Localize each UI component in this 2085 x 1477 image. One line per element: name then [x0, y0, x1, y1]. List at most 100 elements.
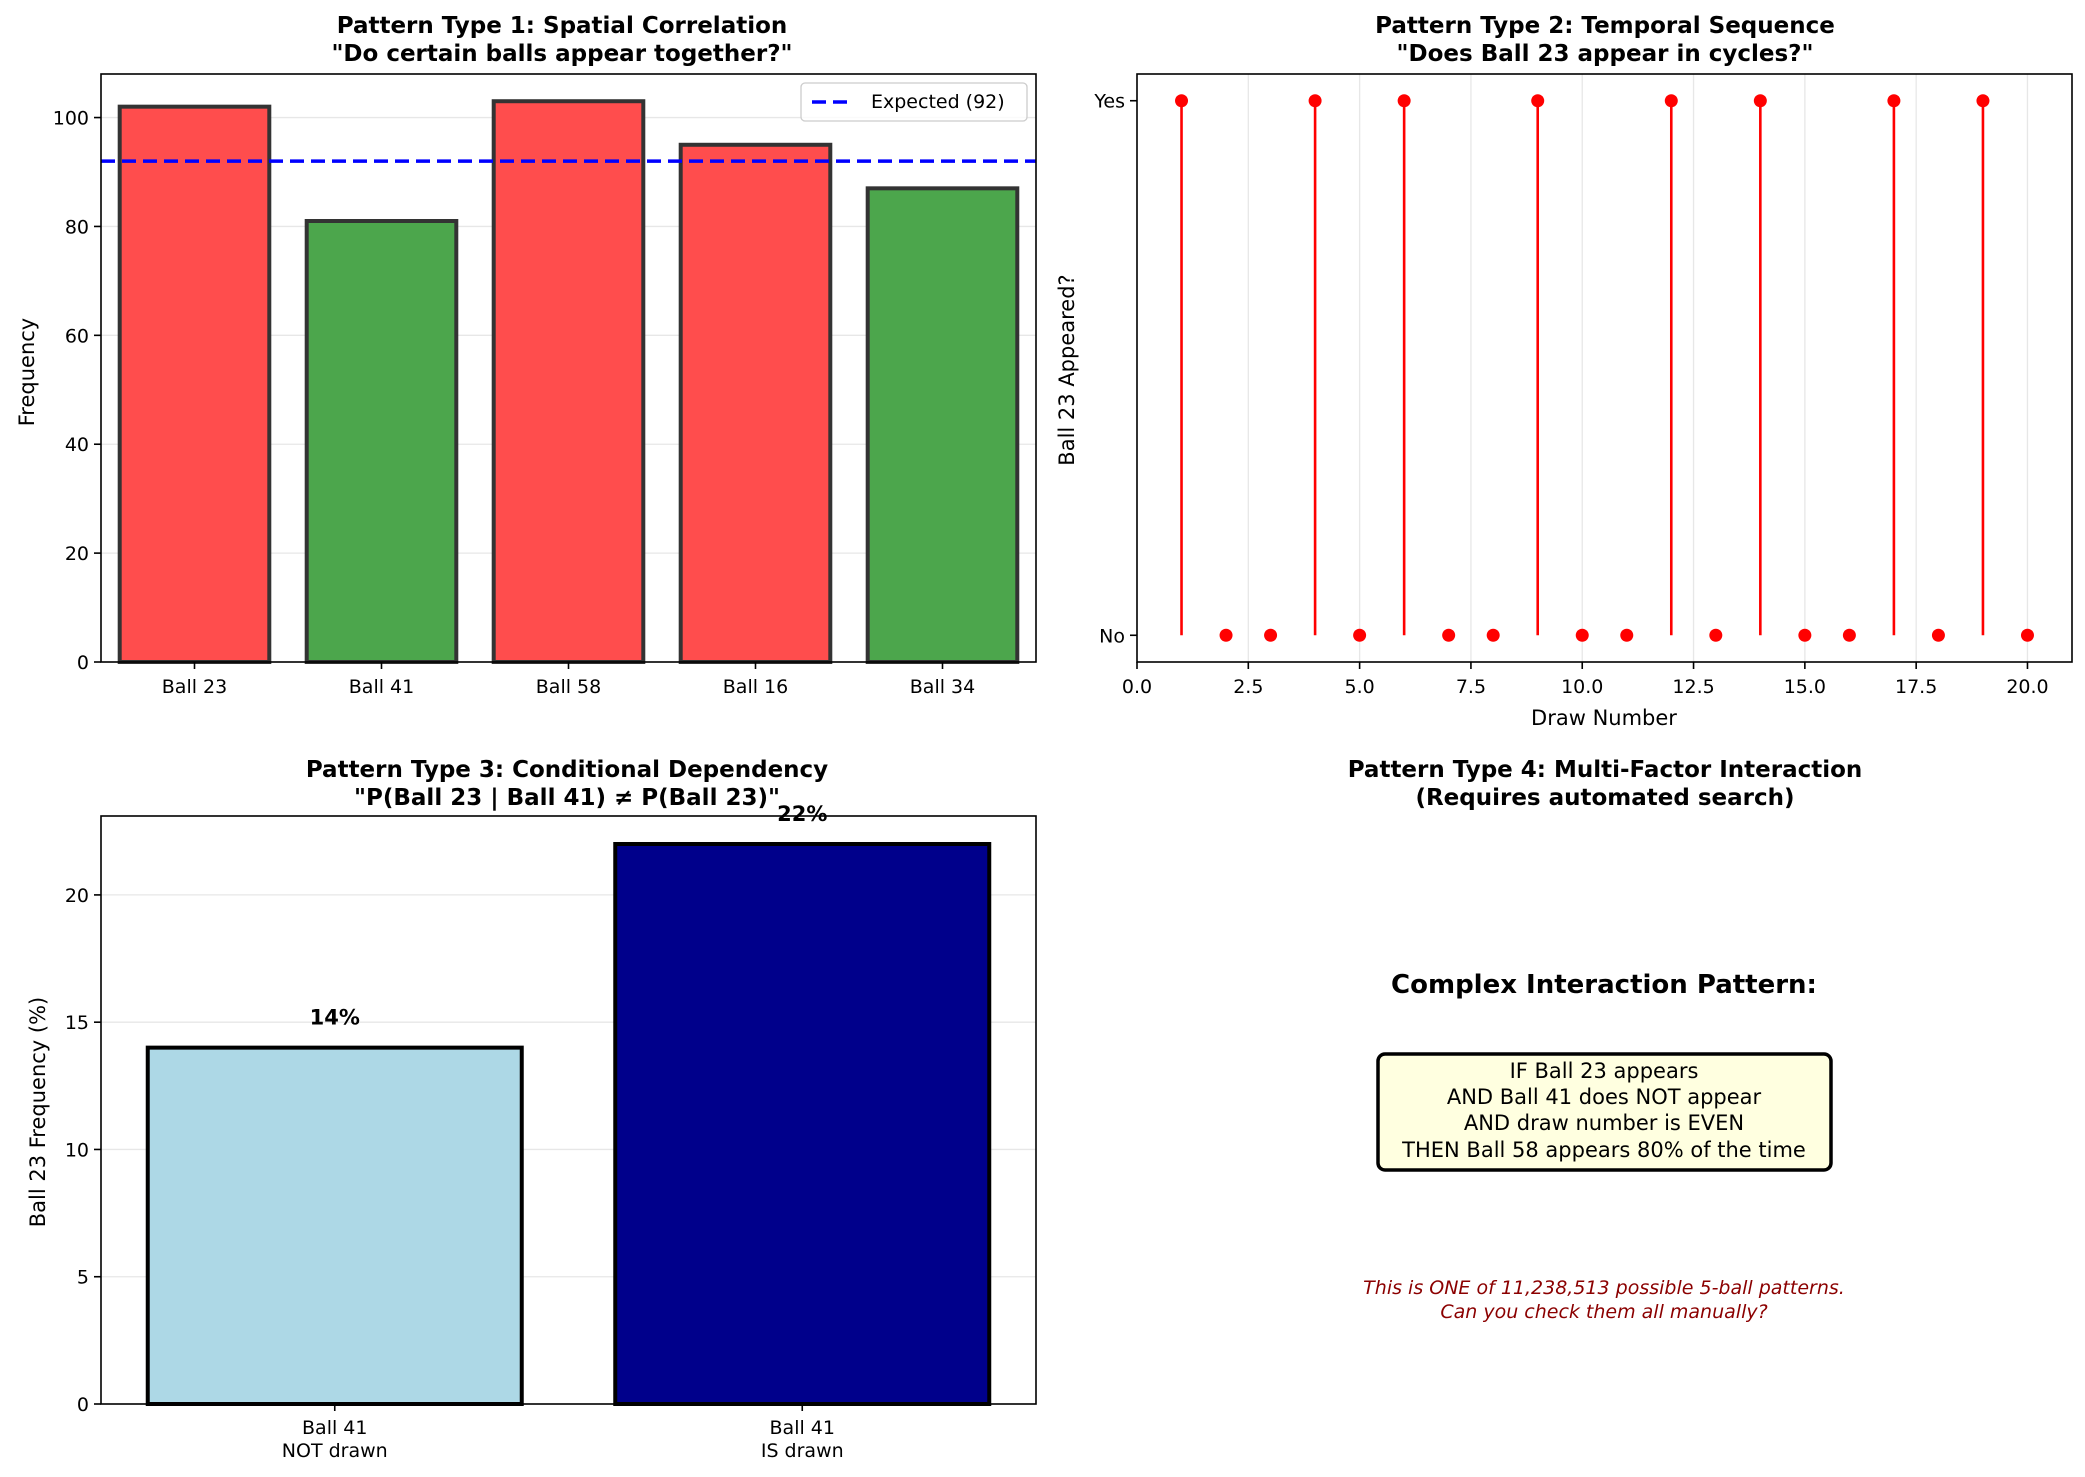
stem-marker — [1397, 94, 1411, 108]
panel3-subtitle: "P(Ball 23 | Ball 41) ≠ P(Ball 23)" — [354, 785, 780, 811]
panel3-ytick-label: 15 — [65, 1012, 89, 1034]
stem-marker — [1486, 628, 1500, 642]
stem-marker — [1931, 628, 1945, 642]
panel3-ytick-label: 10 — [65, 1139, 89, 1161]
panel3-bars — [145, 842, 992, 1406]
panel1-ytick-label: 0 — [77, 652, 89, 674]
panel1-ytick-label: 60 — [65, 325, 89, 347]
panel1-ytick-label: 40 — [65, 434, 89, 456]
panel1-xtick-label: Ball 23 — [162, 676, 227, 698]
panel3-axes-frame — [100, 815, 1037, 1405]
panel4-subtitle: (Requires automated search) — [1415, 785, 1794, 811]
panel2-axes-frame — [1136, 73, 2073, 663]
panel2-xtick-label: 17.5 — [1895, 676, 1937, 698]
legend-label: Expected (92) — [871, 91, 1005, 113]
panel2-x-ticks: 0.0 2.5 5.0 7.5 10.0 12.5 15.0 17.5 20.0 — [1122, 662, 2049, 698]
panel3-xtick-label: Ball 41 — [302, 1417, 367, 1439]
panel2-ylabel: Ball 23 Appeared? — [1055, 274, 1079, 465]
panel1-ytick-label: 100 — [53, 108, 89, 130]
panel3-y-ticks: 0 5 10 15 20 — [65, 885, 101, 1416]
stem-marker — [1664, 94, 1678, 108]
panel2-y-ticks: No Yes — [1093, 91, 1137, 647]
panel-conditional-dependency: Pattern Type 3: Conditional Dependency "… — [26, 757, 1037, 1462]
panel1-xtick-label: Ball 41 — [349, 676, 414, 698]
stem-marker — [1842, 628, 1856, 642]
panel2-xtick-label: 15.0 — [1784, 676, 1826, 698]
panel2-ytick-label: No — [1099, 625, 1125, 647]
bar-ball-16 — [678, 142, 833, 664]
stem-marker — [1219, 628, 1233, 642]
rule-line-2: AND Ball 41 does NOT appear — [1447, 1085, 1762, 1109]
panel-multi-factor-interaction: Pattern Type 4: Multi-Factor Interaction… — [1348, 757, 1863, 1323]
panel1-xtick-label: Ball 16 — [723, 676, 788, 698]
rule-line-3: AND draw number is EVEN — [1464, 1111, 1744, 1135]
panel3-ytick-label: 5 — [77, 1267, 89, 1289]
panel1-y-ticks: 0 20 40 60 80 100 — [53, 108, 101, 674]
panel2-xtick-label: 10.0 — [1561, 676, 1603, 698]
stem-marker — [2020, 628, 2034, 642]
panel2-xtick-label: 20.0 — [2006, 676, 2048, 698]
panel3-data-labels: 14% 22% — [310, 802, 828, 1030]
panel-temporal-sequence: Pattern Type 2: Temporal Sequence "Does … — [1055, 13, 2073, 730]
panel1-ytick-label: 80 — [65, 216, 89, 238]
note-line-2: Can you check them all manually? — [1440, 1301, 1767, 1323]
rule-line-1: IF Ball 23 appears — [1510, 1059, 1699, 1083]
bar-ball-34 — [865, 186, 1020, 664]
bar-ball-41-not-drawn — [145, 1045, 524, 1406]
stem-marker — [1308, 94, 1322, 108]
panel1-bars — [117, 99, 1020, 664]
panel3-ytick-label: 0 — [77, 1394, 89, 1416]
panel2-xlabel: Draw Number — [1531, 706, 1677, 730]
panel2-stems — [1175, 94, 2034, 642]
legend-frame — [800, 82, 1028, 122]
panel3-xtick-label: IS drawn — [761, 1440, 844, 1462]
panel4-title: Pattern Type 4: Multi-Factor Interaction — [1348, 757, 1863, 783]
panel3-xtick-label: NOT drawn — [282, 1440, 388, 1462]
panel2-title: Pattern Type 2: Temporal Sequence — [1375, 13, 1835, 39]
stem-marker — [1575, 628, 1589, 642]
panel-spatial-correlation: Pattern Type 1: Spatial Correlation "Do … — [15, 13, 1037, 698]
interaction-heading: Complex Interaction Pattern: — [1391, 970, 1817, 1000]
panel1-x-ticks: Ball 23 Ball 41 Ball 58 Ball 16 Ball 34 — [162, 662, 975, 698]
panel2-ytick-label: Yes — [1093, 91, 1125, 113]
bar-ball-41 — [304, 219, 459, 664]
stem-marker — [1976, 94, 1990, 108]
stem-marker — [1753, 94, 1767, 108]
panel2-xtick-label: 5.0 — [1345, 676, 1375, 698]
panel3-ytick-label: 20 — [65, 885, 89, 907]
stem-marker — [1264, 628, 1278, 642]
panel1-xtick-label: Ball 34 — [910, 676, 975, 698]
bar-ball-41-is-drawn — [613, 842, 992, 1406]
stem-marker — [1531, 94, 1545, 108]
interaction-rule-box — [1376, 1052, 1833, 1172]
stem-marker — [1175, 94, 1189, 108]
stem-marker — [1620, 628, 1634, 642]
panel1-ylabel: Frequency — [15, 318, 39, 427]
data-label: 22% — [777, 802, 827, 826]
panel2-xtick-label: 7.5 — [1456, 676, 1486, 698]
panel3-title: Pattern Type 3: Conditional Dependency — [306, 757, 828, 783]
data-label: 14% — [310, 1006, 360, 1030]
panel2-xtick-label: 2.5 — [1233, 676, 1263, 698]
panel1-legend: Expected (92) — [800, 82, 1028, 122]
panel2-subtitle: "Does Ball 23 appear in cycles?" — [1397, 41, 1814, 67]
note-line-1: This is ONE of 11,238,513 possible 5-bal… — [1363, 1277, 1845, 1299]
rule-line-4: THEN Ball 58 appears 80% of the time — [1401, 1138, 1806, 1162]
panel1-ytick-label: 20 — [65, 543, 89, 565]
stem-marker — [1709, 628, 1723, 642]
panel2-xtick-label: 0.0 — [1122, 676, 1152, 698]
stem-marker — [1442, 628, 1456, 642]
panel3-xtick-label: Ball 41 — [770, 1417, 835, 1439]
panel1-subtitle: "Do certain balls appear together?" — [331, 41, 792, 67]
bar-ball-58 — [491, 99, 646, 664]
panel1-xtick-label: Ball 58 — [536, 676, 601, 698]
bar-ball-23 — [117, 104, 272, 664]
stem-marker — [1353, 628, 1367, 642]
panel3-ylabel: Ball 23 Frequency (%) — [26, 997, 50, 1228]
stem-marker — [1887, 94, 1901, 108]
panel2-xtick-label: 12.5 — [1672, 676, 1714, 698]
panel1-title: Pattern Type 1: Spatial Correlation — [337, 13, 788, 39]
stem-marker — [1798, 628, 1812, 642]
